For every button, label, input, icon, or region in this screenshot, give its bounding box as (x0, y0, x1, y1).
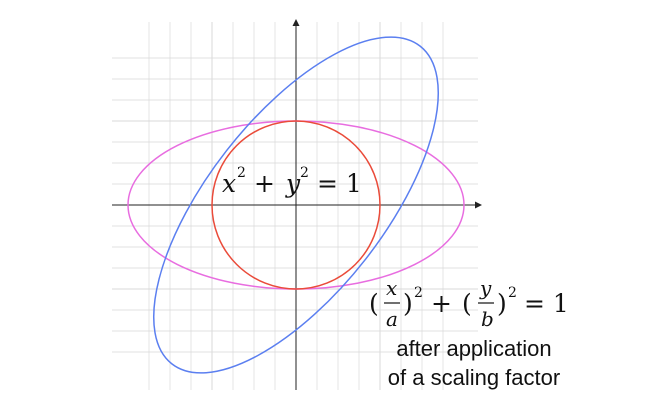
eq-y-exponent: 2 (300, 165, 309, 181)
axes (112, 19, 482, 390)
paren-open-1: ( (369, 289, 379, 318)
fraction-numerator-x: x (386, 276, 397, 300)
unit-circle (211, 120, 381, 290)
paren-open-2: ( (462, 289, 472, 318)
fraction-denominator-a: a (386, 307, 398, 331)
eq-plus: + (254, 169, 275, 198)
ellipse-equation: ( x a ) 2 + ( y b ) 2 = 1 (369, 276, 569, 331)
unit-circle-equation: x 2 + y 2 = 1 (222, 165, 362, 198)
eq-x: x (222, 169, 236, 198)
eq-x-exponent: 2 (237, 165, 246, 181)
caption-line-2: of a scaling factor (388, 365, 560, 390)
grid (112, 22, 478, 390)
caption-line-1: after application (396, 336, 551, 361)
paren-close-1: ) (403, 289, 413, 318)
rotated-ellipse (152, 36, 440, 374)
exponent-1: 2 (414, 285, 423, 301)
fraction-denominator-b: b (481, 307, 494, 331)
paren-close-2: ) (497, 289, 507, 318)
y-axis-arrow-icon (292, 19, 300, 26)
eq-y: y (285, 169, 301, 198)
fraction-numerator-y: y (479, 276, 492, 300)
x-axis-arrow-icon (475, 201, 482, 209)
ellipse-equals: = 1 (524, 289, 569, 318)
exponent-2: 2 (508, 285, 517, 301)
eq-equals: = 1 (317, 169, 362, 198)
ellipse-plus: + (431, 289, 452, 318)
